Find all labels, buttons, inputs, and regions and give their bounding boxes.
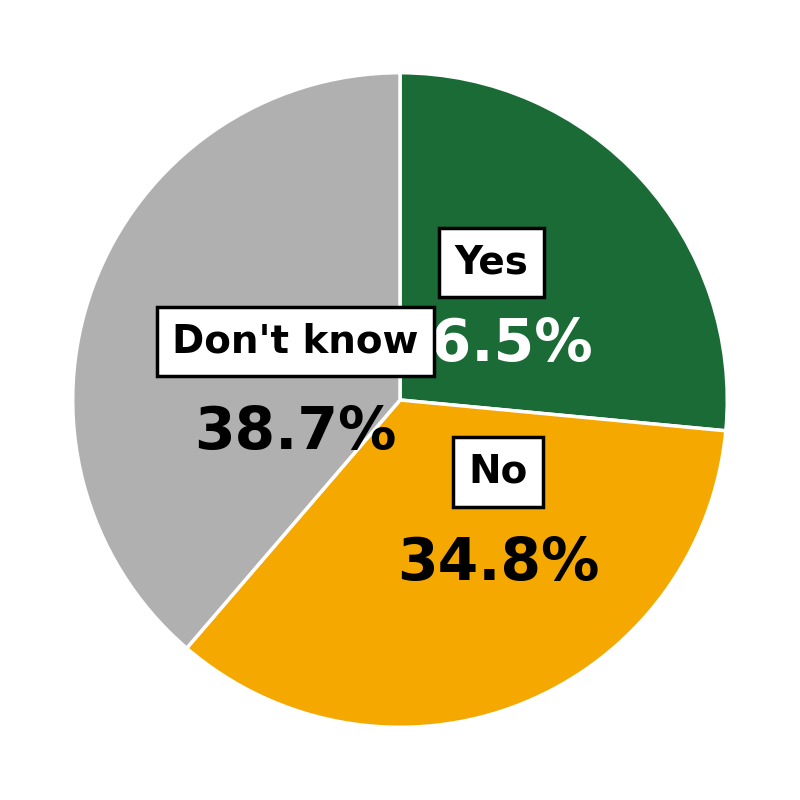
Wedge shape: [400, 73, 727, 430]
Text: Yes: Yes: [454, 243, 529, 282]
Text: Don't know: Don't know: [172, 322, 418, 360]
Wedge shape: [186, 400, 726, 727]
Text: 38.7%: 38.7%: [194, 404, 397, 462]
Text: 26.5%: 26.5%: [390, 316, 593, 373]
Wedge shape: [73, 73, 400, 648]
Text: No: No: [469, 453, 528, 491]
Text: 34.8%: 34.8%: [397, 535, 599, 592]
